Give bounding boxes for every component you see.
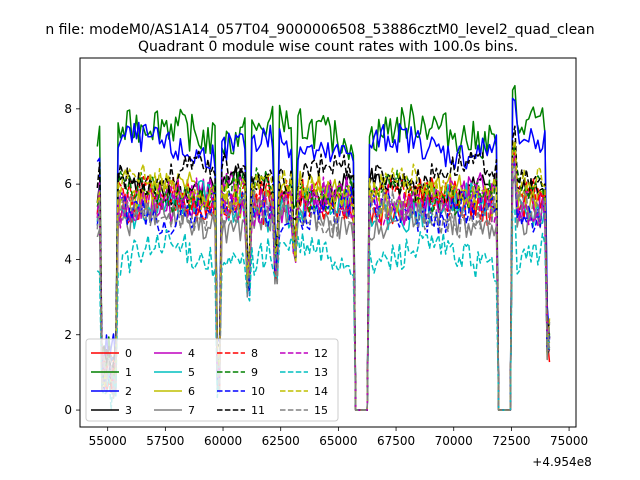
series-lines (96, 84, 551, 411)
y-tick-label: 6 (64, 177, 72, 191)
x-axis-offset-label: +4.954e8 (532, 455, 591, 469)
series-line-10 (96, 163, 551, 411)
y-tick-label: 2 (64, 328, 72, 342)
series-line-13 (96, 207, 550, 411)
legend-label-0: 0 (125, 347, 132, 360)
legend-label-9: 9 (251, 366, 258, 379)
x-tick-label: 75000 (550, 434, 588, 448)
x-tick-label: 65000 (319, 434, 357, 448)
legend-label-12: 12 (314, 347, 328, 360)
series-line-14 (96, 140, 551, 411)
legend-label-3: 3 (125, 404, 132, 417)
legend-label-6: 6 (188, 385, 195, 398)
legend-label-11: 11 (251, 404, 265, 417)
x-tick-label: 60000 (204, 434, 242, 448)
legend-label-7: 7 (188, 404, 195, 417)
y-tick-label: 4 (64, 252, 72, 266)
legend-label-2: 2 (125, 385, 132, 398)
plot-frame (79, 57, 577, 428)
series-line-1 (96, 84, 551, 411)
x-tick-label: 62500 (262, 434, 300, 448)
x-tick-label: 70000 (435, 434, 473, 448)
legend-box (85, 338, 339, 422)
series-line-11 (96, 125, 551, 411)
legend-label-13: 13 (314, 366, 328, 379)
x-axis-ticks: 55000 57500 60000 62500 65000 67500 70000 72500… (89, 427, 588, 448)
legend-label-15: 15 (314, 404, 328, 417)
series-line-2 (96, 97, 551, 411)
y-tick-label: 0 (64, 403, 72, 417)
legend-label-10: 10 (251, 385, 265, 398)
x-tick-label: 57500 (146, 434, 184, 448)
series-line-12 (96, 155, 551, 411)
series-line-15 (96, 166, 551, 411)
legend-label-5: 5 (188, 366, 195, 379)
y-tick-label: 8 (64, 102, 72, 116)
plot-title: Quadrant 0 module wise count rates with … (138, 39, 518, 55)
legend-label-4: 4 (188, 347, 195, 360)
legend-label-14: 14 (314, 385, 328, 398)
legend-label-1: 1 (125, 366, 132, 379)
legend-label-8: 8 (251, 347, 258, 360)
series-line-9 (96, 144, 551, 411)
y-axis-ticks: 0 2 4 6 8 (64, 102, 80, 417)
x-tick-label: 67500 (377, 434, 415, 448)
figure-suptitle: n file: modeM0/AS1A14_057T04_9000006508_… (45, 22, 594, 38)
x-tick-label: 72500 (492, 434, 530, 448)
series-line-7 (96, 174, 551, 411)
x-tick-label: 55000 (89, 434, 127, 448)
